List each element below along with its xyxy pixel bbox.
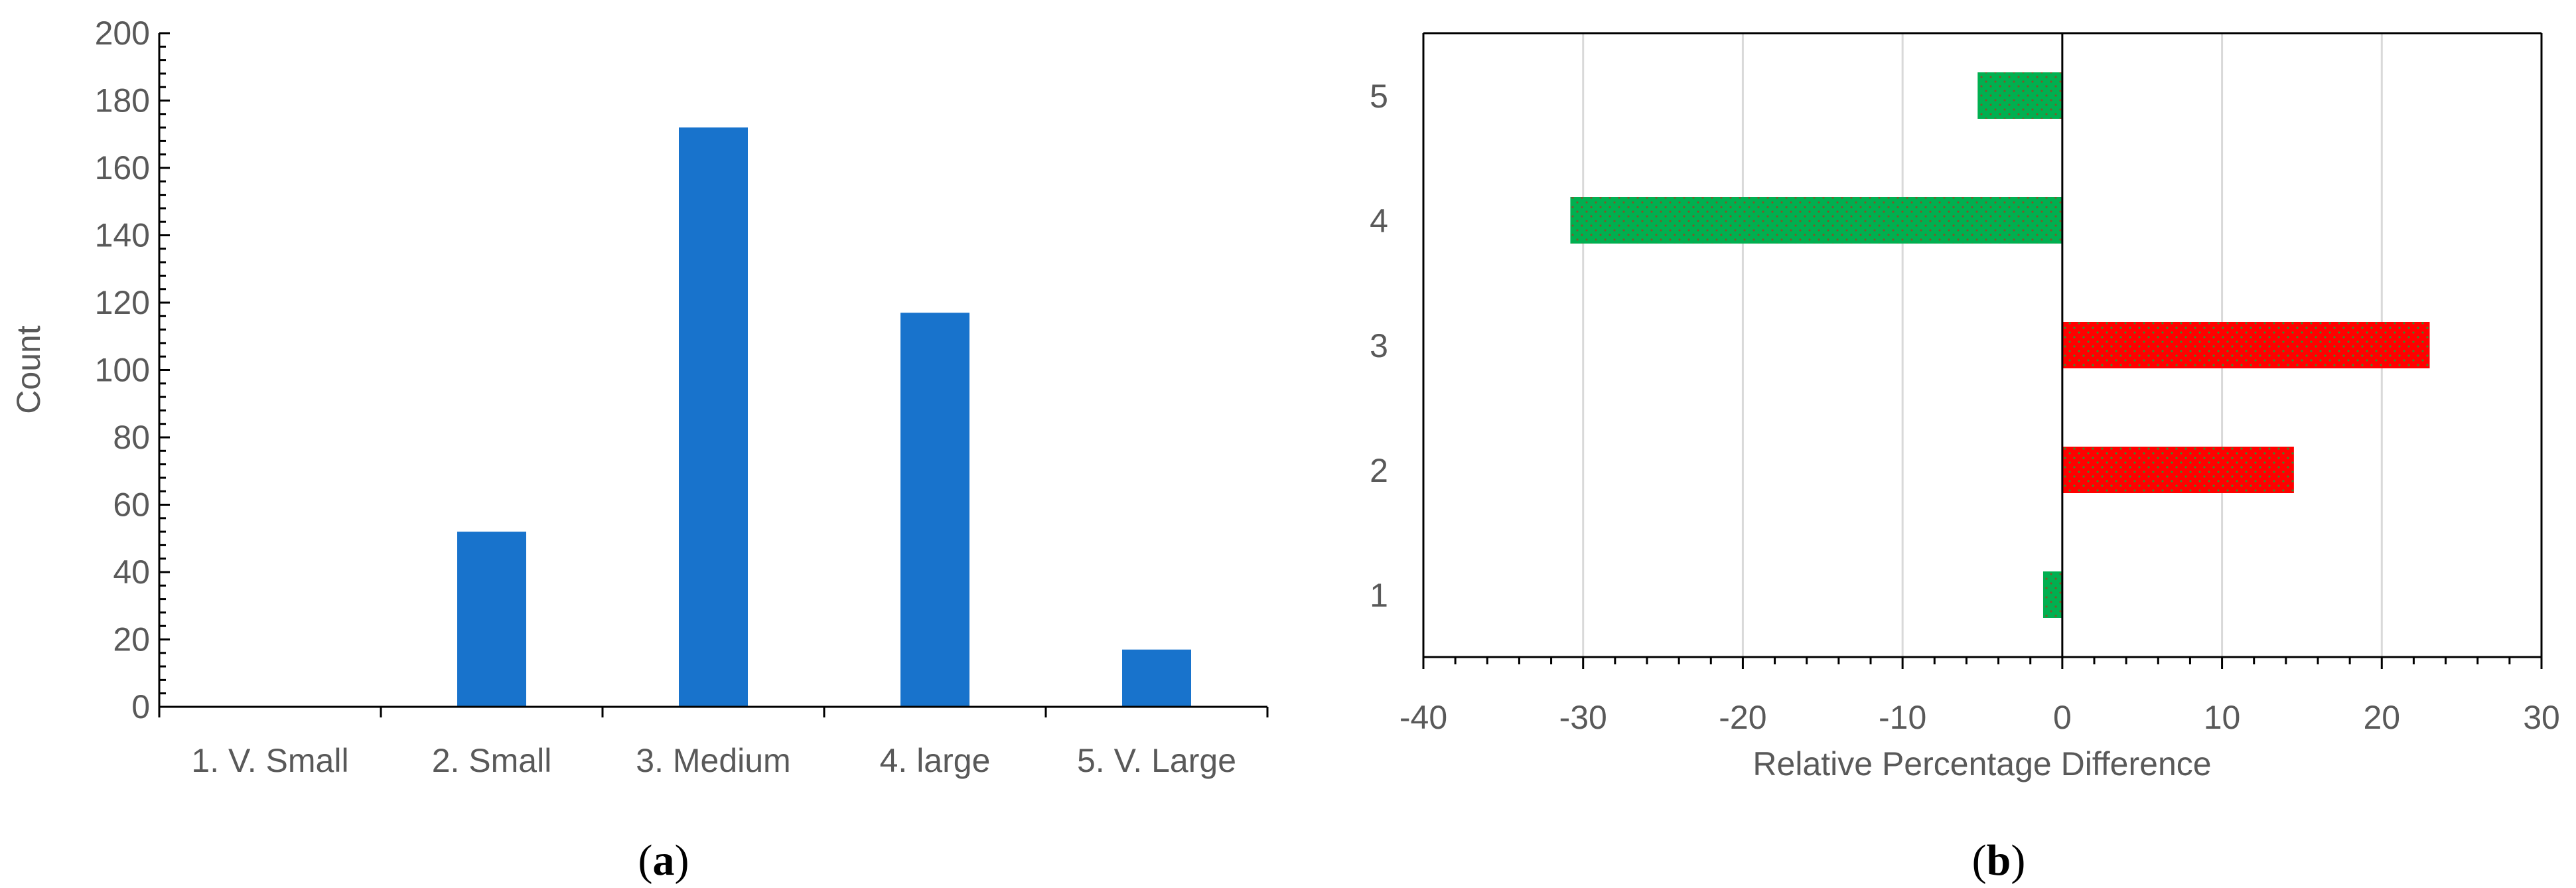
bar-a-5 bbox=[1122, 649, 1191, 707]
x-tick-label-b: -40 bbox=[1399, 699, 1447, 736]
x-tick-label-b: -20 bbox=[1719, 699, 1766, 736]
panel-label-b: (b) bbox=[1972, 836, 2026, 885]
count-bar-chart: 0 20 40 60 80 100 120 140 160 180 200 1. V. Small 2… bbox=[10, 15, 1269, 885]
y-tick-label-a: 120 bbox=[95, 284, 150, 321]
y-tick-label-a: 200 bbox=[95, 15, 150, 52]
y-tick-label-a: 20 bbox=[113, 621, 150, 658]
y-tick-label-a: 40 bbox=[113, 554, 150, 591]
x-tick-label-b: 0 bbox=[2053, 699, 2072, 736]
x-tick-label-a: 3. Medium bbox=[636, 742, 790, 779]
bar-b-1 bbox=[2042, 571, 2062, 618]
x-tick-label-b: 10 bbox=[2204, 699, 2241, 736]
axes-b bbox=[1422, 32, 2543, 669]
y-axis-title-a: Count bbox=[10, 325, 47, 414]
y-tick-labels-b: 1 2 3 4 5 bbox=[1370, 78, 1388, 614]
x-tick-label-a: 1. V. Small bbox=[191, 742, 348, 779]
y-tick-label-a: 140 bbox=[95, 217, 150, 254]
x-tick-label-b: -10 bbox=[1879, 699, 1926, 736]
y-tick-label-b: 4 bbox=[1370, 202, 1388, 240]
axes-a bbox=[158, 32, 1269, 717]
x-axis-title-b: Relative Percentage Difference bbox=[1753, 745, 2211, 782]
bar-a-2 bbox=[457, 532, 526, 707]
y-tick-label-a: 60 bbox=[113, 486, 150, 524]
bar-group-a bbox=[457, 127, 1191, 707]
y-tick-label-a: 0 bbox=[131, 688, 150, 725]
bar-a-4 bbox=[900, 313, 969, 707]
relative-difference-bar-chart: 1 2 3 4 5 -40 -30 -20 -10 0 10 20 30 Relative Perce… bbox=[1370, 32, 2560, 885]
x-tick-label-b: -30 bbox=[1559, 699, 1607, 736]
x-tick-label-a: 5. V. Large bbox=[1077, 742, 1236, 779]
x-tick-label-b: 20 bbox=[2363, 699, 2400, 736]
bar-group-b bbox=[1570, 72, 2430, 618]
x-tick-labels-b: -40 -30 -20 -10 0 10 20 30 bbox=[1399, 699, 2560, 736]
x-tick-label-b: 30 bbox=[2523, 699, 2560, 736]
panel-label-a: (a) bbox=[638, 836, 689, 885]
y-tick-label-a: 80 bbox=[113, 419, 150, 456]
x-tick-label-a: 2. Small bbox=[432, 742, 552, 779]
y-tick-labels-a: 0 20 40 60 80 100 120 140 160 180 200 bbox=[95, 15, 150, 725]
y-tick-label-a: 180 bbox=[95, 82, 150, 119]
panel-label-b-letter: b bbox=[1987, 836, 2011, 885]
y-tick-label-b: 3 bbox=[1370, 327, 1388, 364]
x-tick-labels-a: 1. V. Small 2. Small 3. Medium 4. large 5. V… bbox=[191, 742, 1236, 779]
bar-a-3 bbox=[679, 127, 748, 707]
bar-b-5 bbox=[1977, 72, 2062, 119]
bar-b-2 bbox=[2062, 447, 2294, 493]
bar-b-3 bbox=[2062, 322, 2430, 368]
bar-b-4 bbox=[1570, 197, 2062, 244]
y-tick-label-b: 5 bbox=[1370, 78, 1388, 115]
y-tick-label-b: 1 bbox=[1370, 577, 1388, 614]
x-tick-label-a: 4. large bbox=[880, 742, 991, 779]
y-tick-label-a: 160 bbox=[95, 149, 150, 186]
y-tick-label-a: 100 bbox=[95, 352, 150, 389]
panel-label-a-letter: a bbox=[653, 836, 675, 885]
y-tick-label-b: 2 bbox=[1370, 452, 1388, 489]
